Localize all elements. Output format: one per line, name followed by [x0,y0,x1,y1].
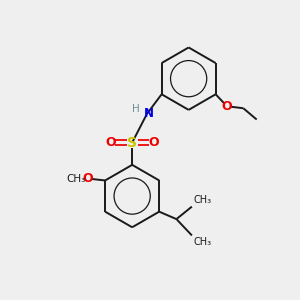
Text: O: O [148,136,159,149]
Text: O: O [106,136,116,149]
Text: N: N [143,107,153,121]
Text: O: O [222,100,232,113]
Text: CH₃: CH₃ [66,174,85,184]
Text: CH₃: CH₃ [193,237,211,247]
Text: O: O [82,172,93,185]
Text: H: H [132,103,140,114]
Text: CH₃: CH₃ [193,195,211,206]
Text: S: S [127,136,137,150]
